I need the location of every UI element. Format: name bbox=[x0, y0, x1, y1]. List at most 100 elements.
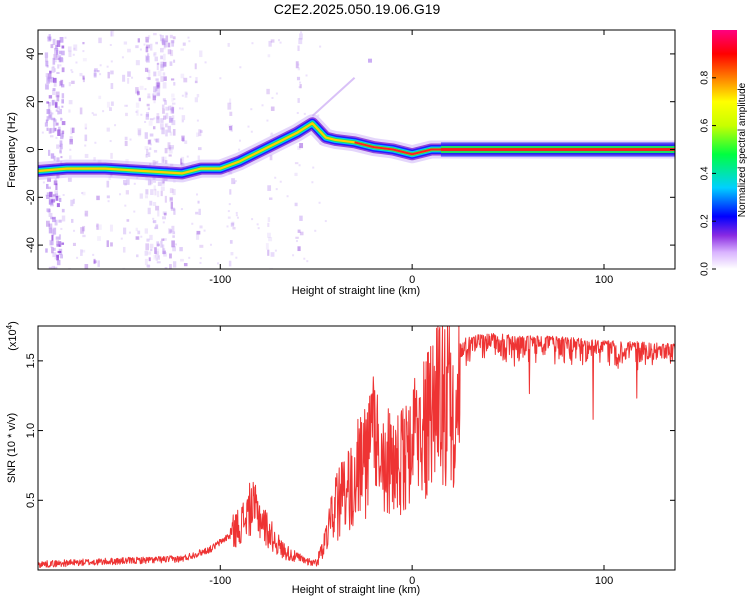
noise-speck bbox=[45, 119, 48, 123]
noise-speck bbox=[56, 49, 59, 55]
noise-speck bbox=[60, 117, 63, 121]
noise-speck bbox=[106, 180, 110, 188]
noise-speck bbox=[51, 234, 54, 241]
noise-speck bbox=[162, 216, 166, 220]
noise-speck bbox=[167, 125, 171, 133]
noise-speck bbox=[181, 115, 186, 121]
noise-speck bbox=[139, 193, 143, 199]
noise-speck bbox=[228, 260, 232, 267]
noise-speck bbox=[217, 262, 220, 265]
noise-speck bbox=[124, 204, 127, 207]
noise-speck bbox=[60, 156, 63, 159]
noise-speck bbox=[135, 87, 139, 94]
noise-speck bbox=[135, 236, 140, 240]
noise-speck bbox=[93, 157, 96, 162]
noise-speck bbox=[97, 236, 101, 241]
noise-speck bbox=[236, 216, 239, 219]
noise-speck bbox=[82, 58, 87, 62]
noise-speck bbox=[98, 224, 102, 230]
noise-speck bbox=[153, 117, 156, 120]
noise-speck bbox=[127, 48, 131, 53]
noise-speck bbox=[194, 80, 198, 84]
noise-speck bbox=[56, 255, 59, 261]
noise-speck bbox=[148, 120, 153, 126]
noise-speck bbox=[59, 57, 64, 63]
noise-speck bbox=[163, 115, 167, 120]
noise-speck bbox=[230, 124, 233, 132]
noise-speck bbox=[59, 81, 62, 87]
noise-speck bbox=[59, 140, 63, 145]
noise-speck bbox=[171, 240, 175, 248]
noise-speck bbox=[169, 107, 174, 114]
noise-speck bbox=[52, 57, 56, 65]
noise-speck bbox=[145, 154, 148, 158]
noise-speck bbox=[72, 53, 75, 56]
noise-speck bbox=[179, 247, 183, 252]
noise-speck bbox=[59, 64, 62, 67]
noise-speck bbox=[311, 181, 314, 184]
noise-speck bbox=[50, 216, 53, 220]
noise-speck bbox=[55, 193, 59, 198]
noise-speck bbox=[46, 116, 49, 122]
noise-speck bbox=[183, 263, 188, 267]
noise-speck bbox=[199, 50, 203, 58]
noise-speck bbox=[168, 145, 172, 151]
noise-speck bbox=[279, 180, 282, 183]
noise-speck bbox=[229, 98, 232, 104]
noise-speck bbox=[157, 255, 160, 260]
noise-speck bbox=[146, 103, 150, 107]
noise-speck bbox=[48, 102, 51, 107]
noise-speck bbox=[184, 91, 188, 98]
noise-speck bbox=[137, 38, 140, 43]
noise-speck bbox=[53, 68, 56, 72]
noise-speck bbox=[155, 138, 158, 143]
noise-speck bbox=[94, 68, 98, 72]
noise-speck bbox=[149, 133, 154, 137]
noise-speck bbox=[161, 238, 165, 241]
noise-speck bbox=[136, 236, 139, 240]
noise-speck bbox=[146, 56, 150, 63]
noise-speck bbox=[55, 183, 58, 191]
noise-speck bbox=[53, 266, 58, 269]
top-y-tick-label: -40 bbox=[25, 237, 37, 253]
multiplier-exponent: 4 bbox=[5, 324, 14, 329]
noise-speck bbox=[231, 178, 235, 185]
noise-speck bbox=[48, 223, 53, 229]
noise-speck bbox=[147, 35, 151, 40]
noise-speck bbox=[170, 39, 175, 44]
noise-speck bbox=[123, 180, 127, 185]
noise-speck bbox=[239, 66, 242, 69]
noise-speck bbox=[106, 65, 109, 68]
noise-speck bbox=[171, 40, 175, 47]
noise-speck bbox=[107, 71, 110, 79]
noise-speck bbox=[172, 189, 176, 196]
noise-speck bbox=[196, 230, 201, 235]
noise-speck bbox=[163, 252, 167, 257]
noise-speck bbox=[61, 105, 64, 108]
noise-speck bbox=[55, 109, 59, 112]
noise-speck bbox=[54, 48, 59, 51]
noise-speck bbox=[153, 86, 157, 93]
noise-speck bbox=[368, 58, 373, 63]
noise-speck bbox=[306, 260, 309, 263]
noise-speck bbox=[168, 116, 172, 123]
noise-speck bbox=[160, 186, 165, 191]
noise-speck bbox=[57, 111, 60, 115]
noise-speck bbox=[154, 188, 157, 196]
noise-speck bbox=[156, 116, 160, 124]
noise-speck bbox=[199, 225, 203, 229]
noise-speck bbox=[106, 240, 109, 248]
noise-speck bbox=[156, 82, 161, 89]
noise-speck bbox=[169, 61, 173, 66]
noise-speck bbox=[84, 213, 87, 216]
noise-speck bbox=[229, 189, 232, 195]
noise-speck bbox=[173, 208, 176, 215]
noise-speck bbox=[79, 107, 83, 115]
noise-speck bbox=[161, 181, 165, 185]
noise-speck bbox=[126, 179, 130, 185]
noise-speck bbox=[98, 95, 102, 100]
noise-speck bbox=[140, 113, 143, 116]
noise-speck bbox=[152, 220, 155, 223]
noise-speck bbox=[145, 55, 149, 62]
colorbar-tick-label: 0.6 bbox=[700, 118, 711, 132]
